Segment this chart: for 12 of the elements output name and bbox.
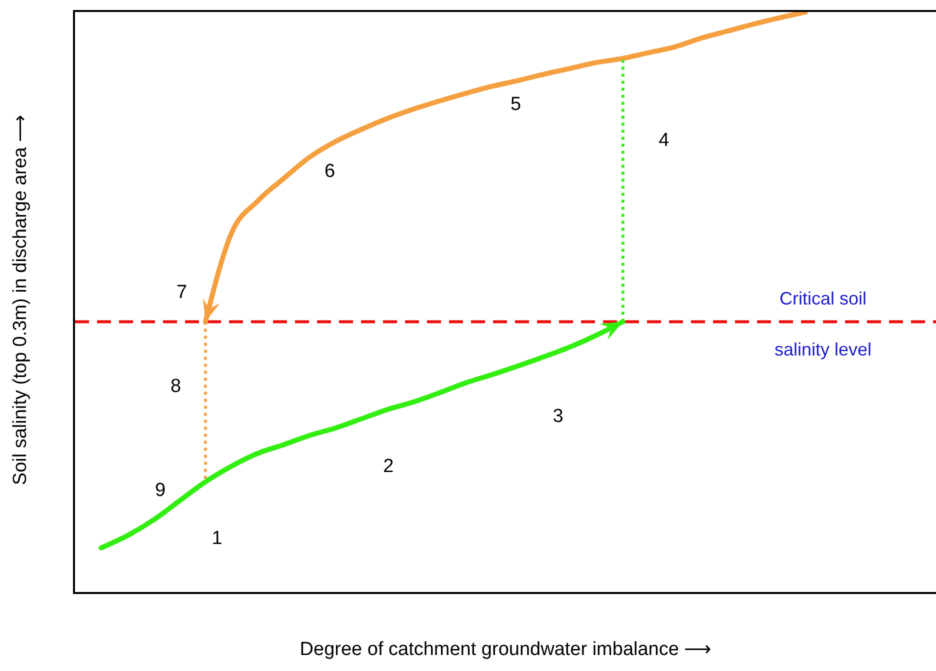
annotation: 1 [210,528,224,550]
annotation: 3 [552,406,564,428]
y-axis-title: Soil salinity (top 0.3m) in discharge area ⟶ [9,114,32,488]
x-axis-title: Degree of catchment groundwater imbalance ⟶ [298,638,712,661]
annotation: 4 [658,130,670,152]
annotation: 9 [154,480,167,502]
annotation: 2 [382,456,395,478]
text: Critical soil salinity level [774,288,872,360]
annotation: 5 [510,94,522,116]
annotation: 6 [324,161,336,184]
annotation: 8 [169,376,182,398]
annotation: 7 [175,282,188,304]
